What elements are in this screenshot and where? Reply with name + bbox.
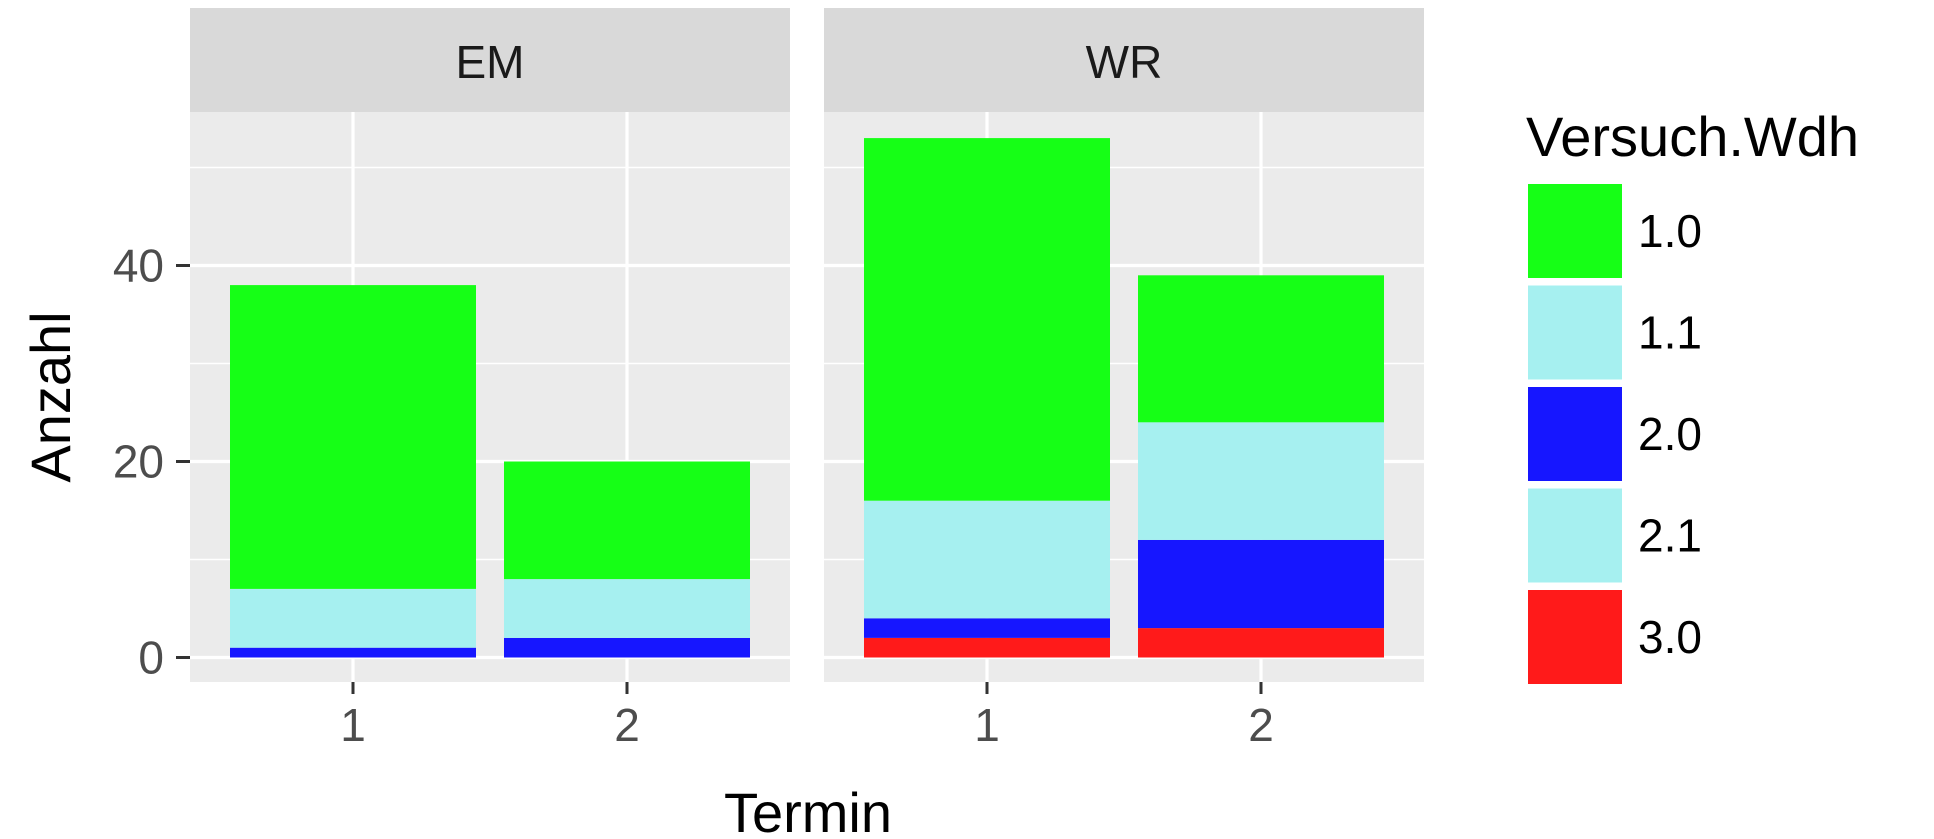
bar-em-termin-2-series-1-0 bbox=[504, 461, 750, 580]
bar-wr-termin-2-series-2-0 bbox=[1138, 539, 1384, 629]
facet-em: EM bbox=[190, 8, 790, 682]
y-tick-label-0: 0 bbox=[138, 632, 164, 684]
bars-wr bbox=[864, 138, 1384, 658]
bar-em-termin-1-series-1-1 bbox=[230, 588, 476, 648]
bar-em-termin-1-series-2-0 bbox=[230, 647, 476, 658]
bar-wr-termin-2-series-1-1 bbox=[1138, 422, 1384, 540]
bar-wr-termin-1-series-2-0 bbox=[864, 618, 1110, 638]
bar-wr-termin-2-series-1-0 bbox=[1138, 275, 1384, 423]
x-axis-title: Termin bbox=[724, 781, 892, 839]
legend-key-1-0 bbox=[1528, 184, 1622, 278]
facet-wr: WR bbox=[824, 8, 1424, 682]
y-axis: 0 20 40 bbox=[113, 240, 190, 684]
legend-key-2-0 bbox=[1528, 387, 1622, 481]
bar-em-termin-2-series-2-0 bbox=[504, 637, 750, 658]
x-tick-label-em-2: 2 bbox=[614, 699, 640, 751]
bar-wr-termin-1-series-1-1 bbox=[864, 500, 1110, 619]
y-tick-label-40: 40 bbox=[113, 240, 164, 292]
facet-strip-wr bbox=[824, 8, 1424, 112]
legend-key-1-1 bbox=[1528, 285, 1622, 380]
x-tick-label-wr-2: 2 bbox=[1248, 699, 1274, 751]
legend-title: Versuch.Wdh bbox=[1526, 105, 1859, 168]
bar-em-termin-2-series-1-1 bbox=[504, 579, 750, 638]
legend-label-1-1: 1.1 bbox=[1638, 307, 1702, 359]
x-tick-label-wr-1: 1 bbox=[974, 699, 1000, 751]
legend-label-2-0: 2.0 bbox=[1638, 408, 1702, 460]
facet-label-wr: WR bbox=[1086, 36, 1163, 88]
legend-items: 1.0 1.1 2.0 2.1 3.0 bbox=[1528, 184, 1702, 684]
x-tick-label-em-1: 1 bbox=[340, 699, 366, 751]
bar-wr-termin-1-series-1-0 bbox=[864, 138, 1110, 501]
legend-label-3-0: 3.0 bbox=[1638, 611, 1702, 663]
legend-label-1-0: 1.0 bbox=[1638, 205, 1702, 257]
bar-wr-termin-2-series-3-0 bbox=[1138, 628, 1384, 658]
y-tick-label-20: 20 bbox=[113, 436, 164, 488]
legend-key-2-1 bbox=[1528, 488, 1622, 583]
y-axis-title: Anzahl bbox=[19, 311, 82, 482]
legend-key-3-0 bbox=[1528, 590, 1622, 684]
facet-label-em: EM bbox=[456, 36, 525, 88]
bar-em-termin-1-series-1-0 bbox=[230, 285, 476, 589]
facet-strip-em bbox=[190, 8, 790, 112]
bar-wr-termin-1-series-3-0 bbox=[864, 637, 1110, 658]
legend: Versuch.Wdh 1.0 1.1 2.0 2.1 3.0 bbox=[1526, 105, 1859, 684]
bars-em bbox=[230, 285, 750, 658]
legend-label-2-1: 2.1 bbox=[1638, 510, 1702, 562]
